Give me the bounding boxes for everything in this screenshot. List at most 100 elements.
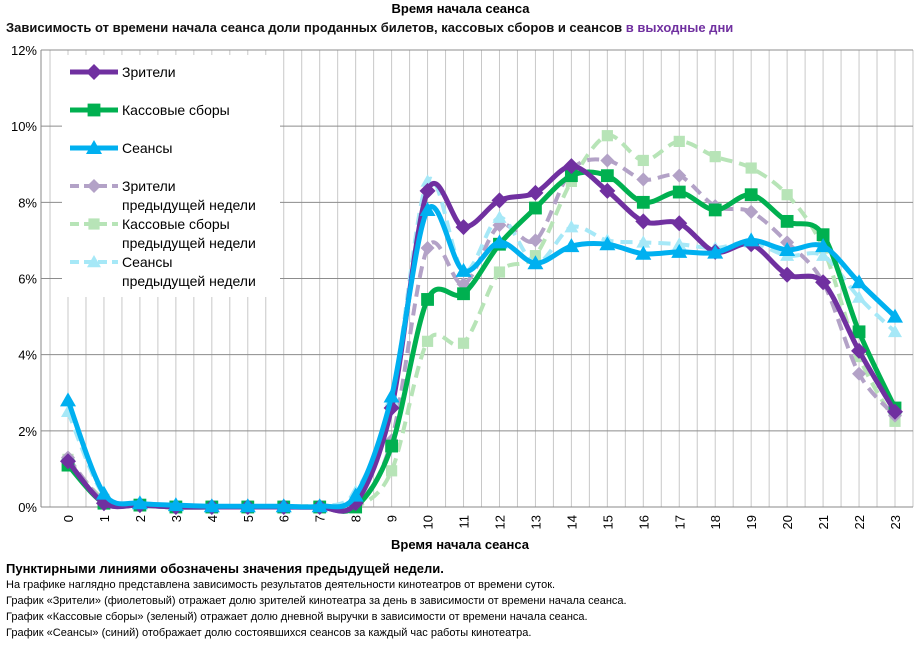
line-chart: 0%2%4%6%8%10%12%0 1 2 3 4 5 6 7 8 9 10 11 12 13 14 15 16… [11,43,914,552]
data-point-square [493,266,506,278]
x-tick-label: 16 [636,515,651,529]
data-point-square [709,151,721,163]
data-point-triangle [491,234,508,249]
data-point-diamond [887,403,903,420]
data-point-square [708,203,722,217]
data-point-diamond [636,172,651,187]
x-tick-label: 15 [600,515,615,529]
data-point-square [601,130,613,142]
data-point-square [88,218,100,230]
data-point-triangle [564,220,579,233]
data-point-square [600,169,614,183]
data-point-square [636,195,650,209]
x-tick-label: 8 [349,515,364,522]
data-point-triangle [816,248,831,261]
x-tick-label: 20 [780,515,795,529]
data-point-diamond [491,192,508,209]
data-point-triangle [275,498,292,513]
data-point-triangle [563,238,580,253]
data-point-diamond [779,266,796,283]
data-point-diamond [815,274,832,291]
data-point-square [457,287,470,301]
x-tick-label: 7 [313,515,328,522]
data-point-diamond [744,204,759,219]
data-point-triangle [492,210,507,223]
legend-label: предыдущей недели [122,197,256,213]
data-point-triangle [707,244,724,259]
data-point-square [421,335,434,347]
data-point-square [421,293,434,306]
data-point-diamond [851,342,868,359]
data-point-triangle [131,495,148,510]
data-point-square [457,337,470,349]
data-point-square [87,103,101,117]
data-point-triangle [743,232,760,247]
data-point-triangle [671,243,688,258]
data-point-triangle [455,262,472,277]
x-tick-label: 18 [708,515,723,529]
data-point-triangle [311,498,328,513]
data-point-triangle [419,201,436,216]
data-point-square [564,169,578,183]
data-point-triangle [635,245,652,260]
data-point-triangle [60,392,76,407]
legend-label: предыдущей недели [122,235,256,251]
data-point-diamond [420,241,435,256]
data-point-diamond [563,158,580,175]
notes: Пунктирными линиями обозначены значения … [6,560,627,641]
data-point-triangle [852,290,867,303]
legend-label: Зрители [122,64,176,80]
chart-subtitle: Зависимость от времени начала сеанса дол… [6,20,733,35]
x-tick-label: 0 [61,515,76,522]
data-point-triangle [167,497,184,512]
data-point-diamond [599,182,616,199]
legend-label: предыдущей недели [122,273,256,289]
data-point-square [816,228,830,242]
data-point-diamond [672,168,687,183]
y-tick-label: 0% [18,500,37,515]
legend-label: Кассовые сборы [122,102,230,118]
x-tick-label: 1 [97,515,112,522]
legend-label: Сеансы [122,140,172,156]
notes-heading: Пунктирными линиями обозначены значения … [6,561,444,576]
x-tick-label: 10 [421,515,436,529]
data-point-triangle [86,140,102,154]
x-tick-label: 5 [241,515,256,522]
data-point-diamond [852,366,867,381]
chart-title: Время начала сеанса [391,1,530,16]
data-point-triangle [815,238,832,253]
x-tick-label: 6 [277,515,292,522]
data-point-diamond [87,179,101,193]
x-tick-label: 22 [852,515,867,529]
data-point-triangle [636,235,651,248]
data-point-triangle [851,274,868,289]
y-tick-label: 12% [11,43,37,58]
data-point-diamond [455,219,472,236]
data-point-diamond [419,182,436,199]
data-point-diamond [60,453,76,470]
x-tick-label: 13 [528,515,543,529]
data-point-square [672,185,686,199]
y-tick-label: 8% [18,195,37,210]
data-point-square [673,135,685,147]
note-line: На графике наглядно представлена зависим… [6,579,556,591]
x-tick-label: 11 [457,515,472,529]
y-tick-label: 6% [18,272,37,287]
data-point-triangle [672,237,687,250]
series-3 [60,201,903,513]
x-axis-label: Время начала сеанса [391,537,530,552]
data-point-triangle [239,498,256,513]
data-point-square [780,214,794,228]
data-point-diamond [600,153,615,168]
x-tick-label: 2 [133,515,148,522]
data-point-diamond [671,215,688,232]
y-tick-label: 2% [18,424,37,439]
x-tick-label: 12 [492,515,507,529]
note-line: График «Кассовые сборы» (зеленый) отража… [6,611,588,623]
data-point-triangle [347,487,364,502]
data-point-diamond [635,213,652,230]
data-point-triangle [887,308,903,323]
data-point-square [852,325,866,339]
data-point-square [745,162,757,174]
